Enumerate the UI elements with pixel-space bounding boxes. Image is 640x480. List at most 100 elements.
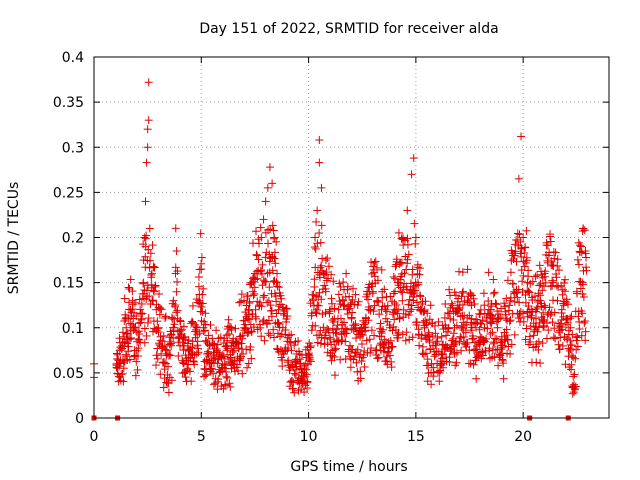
data-point [306,357,315,366]
data-point [542,319,551,328]
data-point [448,301,457,310]
data-point [137,299,146,308]
data-point [502,294,511,303]
data-point [458,289,467,298]
data-point [540,301,549,310]
data-point [270,333,279,342]
data-point [118,328,127,337]
data-point [120,294,129,303]
data-point [438,349,447,358]
data-point [272,278,281,287]
data-point [305,355,314,364]
data-point [561,275,570,284]
data-point [489,275,498,284]
data-point [519,317,528,326]
data-point [545,303,554,312]
data-point [558,285,567,294]
data-point [239,296,248,305]
data-point [408,265,417,274]
data-point [391,262,400,271]
data-point [506,349,515,358]
data-point [146,249,155,258]
data-point [356,374,365,383]
data-point [380,285,389,294]
data-point [128,300,137,309]
data-point [142,158,151,167]
data-point [354,297,363,306]
data-point [313,239,322,248]
data-point [469,334,478,343]
data-point [173,267,182,276]
data-point [532,358,541,367]
data-point [505,317,514,326]
data-point [207,364,216,373]
data-point [400,269,409,278]
data-point [160,358,169,367]
data-point [388,326,397,335]
data-point [532,314,541,323]
data-point [164,388,173,397]
data-point [161,312,170,321]
data-point [329,277,338,286]
data-point [476,310,485,319]
data-point [243,292,252,301]
data-point [284,343,293,352]
data-point [289,378,298,387]
data-point [229,334,238,343]
data-point [576,241,585,250]
data-point [506,268,515,277]
data-point [282,304,291,313]
data-point [476,319,485,328]
data-point [531,272,540,281]
data-point [145,292,154,301]
data-point [366,348,375,357]
data-point [322,276,331,285]
x-tick-label: 5 [197,429,206,445]
data-point [313,301,322,310]
data-point [239,349,248,358]
data-point [546,237,555,246]
data-point [409,154,418,163]
data-point [274,305,283,314]
data-point [259,276,268,285]
data-point [140,233,149,242]
data-point [222,372,231,381]
data-point [268,179,277,188]
data-point [510,330,519,339]
data-point [345,292,354,301]
data-point [236,354,245,363]
data-point [358,340,367,349]
data-point [321,256,330,265]
data-point [141,252,150,261]
data-point [386,336,395,345]
data-point [149,296,158,305]
data-point [552,273,561,282]
data-point [427,380,436,389]
data-point [221,380,230,389]
data-point [140,324,149,333]
data-point [140,338,149,347]
data-point [347,324,356,333]
data-point [142,231,151,240]
data-point [493,323,502,332]
data-point [458,300,467,309]
data-point [377,265,386,274]
data-point [580,318,589,327]
data-point [192,350,201,359]
data-point [273,269,282,278]
data-point [351,290,360,299]
data-point [349,284,358,293]
data-point [394,228,403,237]
data-point [302,370,311,379]
data-point [223,346,232,355]
data-point [415,264,424,273]
data-point [567,341,576,350]
data-point [418,342,427,351]
data-point [319,323,328,332]
data-point [126,319,135,328]
data-point [231,324,240,333]
data-point [452,348,461,357]
data-point [352,358,361,367]
x-tick-label: 20 [514,429,532,445]
data-point [502,325,511,334]
